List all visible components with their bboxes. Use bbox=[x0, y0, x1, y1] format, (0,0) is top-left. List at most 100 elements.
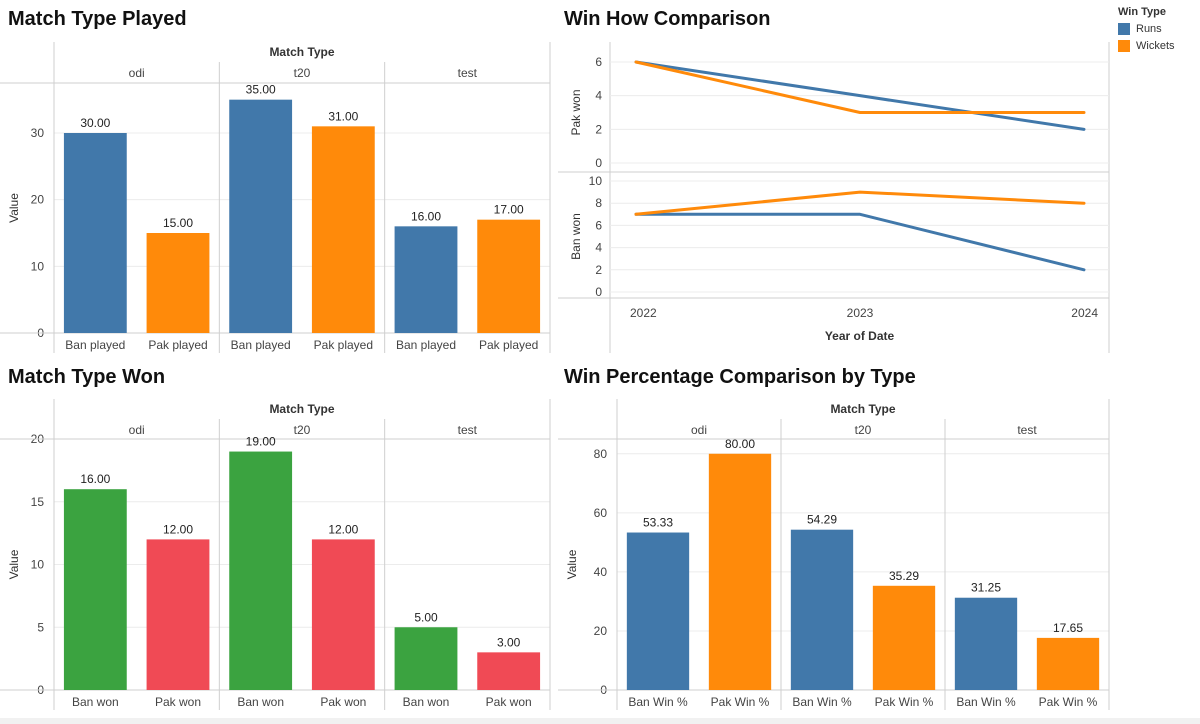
won-group-label: t20 bbox=[294, 423, 311, 437]
chart-title-winpct: Win Percentage Comparison by Type bbox=[564, 366, 916, 388]
played-ytick-label: 20 bbox=[31, 193, 45, 207]
chart-title-winhow: Win How Comparison bbox=[564, 8, 771, 30]
won-bar bbox=[146, 539, 210, 690]
played-bar-category-label: Ban played bbox=[396, 338, 456, 352]
winhow-ytick-label: 10 bbox=[589, 174, 603, 188]
winpct-bar-category-label: Ban Win % bbox=[956, 695, 1016, 709]
winpct-ylabel: Value bbox=[565, 549, 579, 579]
won-group-label: odi bbox=[129, 423, 145, 437]
winpct-bar bbox=[626, 532, 690, 690]
winhow-ytick-label: 8 bbox=[595, 196, 602, 210]
winhow-series-line-runs bbox=[634, 60, 1086, 131]
winpct-ytick-label: 40 bbox=[594, 565, 608, 579]
winpct-bar-category-label: Ban Win % bbox=[792, 695, 852, 709]
winpct-bar-value-label: 31.25 bbox=[971, 581, 1001, 595]
won-bar bbox=[394, 627, 458, 690]
winpct-bar bbox=[708, 453, 772, 690]
winpct-bar-category-label: Pak Win % bbox=[875, 695, 934, 709]
winhow-ytick-label: 6 bbox=[595, 55, 602, 69]
winpct-group-label: odi bbox=[691, 423, 707, 437]
winpct-ytick-label: 20 bbox=[594, 624, 608, 638]
won-bar-value-label: 5.00 bbox=[414, 610, 438, 624]
legend-label-runs: Runs bbox=[1136, 23, 1162, 35]
won-bar-category-label: Ban won bbox=[72, 695, 119, 709]
won-bar bbox=[63, 489, 127, 690]
winhow-ylabel: Ban won bbox=[569, 213, 583, 260]
winhow-ytick-label: 2 bbox=[595, 122, 602, 136]
won-ytick-label: 5 bbox=[37, 620, 44, 634]
played-bar bbox=[229, 99, 293, 334]
won-bar bbox=[477, 652, 541, 690]
legend-item-runs[interactable]: Runs bbox=[1118, 23, 1198, 35]
winpct-group-label: test bbox=[1017, 423, 1037, 437]
played-bar-value-label: 15.00 bbox=[163, 216, 193, 230]
winpct-bar-value-label: 35.29 bbox=[889, 569, 919, 583]
winpct-bar-value-label: 54.29 bbox=[807, 513, 837, 527]
won-bar bbox=[229, 451, 293, 690]
played-group-label: t20 bbox=[294, 66, 311, 80]
played-bar bbox=[63, 133, 127, 333]
winhow-series-line-runs bbox=[634, 212, 1086, 272]
won-bar-value-label: 16.00 bbox=[80, 472, 110, 486]
winpct-group-label: t20 bbox=[855, 423, 872, 437]
played-group-label: odi bbox=[129, 66, 145, 80]
winpct-bar bbox=[872, 585, 936, 690]
winhow-ytick-label: 6 bbox=[595, 218, 602, 232]
won-bar-category-label: Pak won bbox=[486, 695, 532, 709]
played-bar-value-label: 31.00 bbox=[328, 109, 358, 123]
winhow-ylabel: Pak won bbox=[569, 89, 583, 135]
played-bar-category-label: Pak played bbox=[479, 338, 538, 352]
winpct-bar-category-label: Ban Win % bbox=[628, 695, 688, 709]
bottom-strip bbox=[0, 718, 1200, 724]
legend-title: Win Type bbox=[1118, 6, 1166, 18]
legend-swatch-wickets bbox=[1118, 40, 1130, 52]
played-ylabel: Value bbox=[7, 193, 21, 223]
played-bar-category-label: Ban played bbox=[231, 338, 291, 352]
played-column-header: Match Type bbox=[269, 45, 334, 59]
played-bar-value-label: 16.00 bbox=[411, 209, 441, 223]
played-bar-value-label: 30.00 bbox=[80, 116, 110, 130]
winpct-ytick-label: 80 bbox=[594, 447, 608, 461]
winpct-ytick-label: 60 bbox=[594, 506, 608, 520]
won-ylabel: Value bbox=[7, 549, 21, 579]
won-bar-value-label: 3.00 bbox=[497, 635, 521, 649]
winpct-bar-value-label: 53.33 bbox=[643, 516, 673, 530]
played-bar bbox=[394, 226, 458, 333]
won-bar-category-label: Ban won bbox=[403, 695, 450, 709]
won-bar-value-label: 19.00 bbox=[246, 435, 276, 449]
winpct-bar-category-label: Pak Win % bbox=[711, 695, 770, 709]
played-bar-value-label: 35.00 bbox=[246, 83, 276, 97]
chart-title-played: Match Type Played bbox=[8, 8, 187, 30]
won-column-header: Match Type bbox=[269, 402, 334, 416]
winpct-bar-category-label: Pak Win % bbox=[1039, 695, 1098, 709]
winpct-bar-value-label: 17.65 bbox=[1053, 621, 1083, 635]
winhow-xtick-label: 2022 bbox=[630, 306, 657, 320]
winpct-bar bbox=[790, 529, 854, 690]
won-ytick-label: 10 bbox=[31, 558, 45, 572]
winhow-ytick-label: 2 bbox=[595, 263, 602, 277]
winhow-xtick-label: 2024 bbox=[1071, 306, 1098, 320]
win-type-legend: Win Type Runs Wickets bbox=[1118, 6, 1198, 52]
winhow-xlabel: Year of Date bbox=[825, 329, 895, 343]
played-ytick-label: 30 bbox=[31, 126, 45, 140]
legend-swatch-runs bbox=[1118, 23, 1130, 35]
played-bar-category-label: Ban played bbox=[65, 338, 125, 352]
played-bar-value-label: 17.00 bbox=[494, 203, 524, 217]
chart-title-won: Match Type Won bbox=[8, 366, 166, 388]
played-bar bbox=[146, 233, 210, 333]
winhow-ytick-label: 0 bbox=[595, 156, 602, 170]
won-bar-category-label: Ban won bbox=[237, 695, 284, 709]
winpct-bar bbox=[954, 597, 1018, 690]
winpct-bar-value-label: 80.00 bbox=[725, 437, 755, 451]
played-group-label: test bbox=[458, 66, 478, 80]
played-bar bbox=[477, 219, 541, 333]
won-ytick-label: 15 bbox=[31, 495, 45, 509]
winpct-column-header: Match Type bbox=[830, 402, 895, 416]
legend-item-wickets[interactable]: Wickets bbox=[1118, 40, 1198, 52]
won-bar-category-label: Pak won bbox=[155, 695, 201, 709]
won-bar-value-label: 12.00 bbox=[328, 522, 358, 536]
winhow-ytick-label: 0 bbox=[595, 285, 602, 299]
won-group-label: test bbox=[458, 423, 478, 437]
played-bar bbox=[311, 126, 375, 333]
